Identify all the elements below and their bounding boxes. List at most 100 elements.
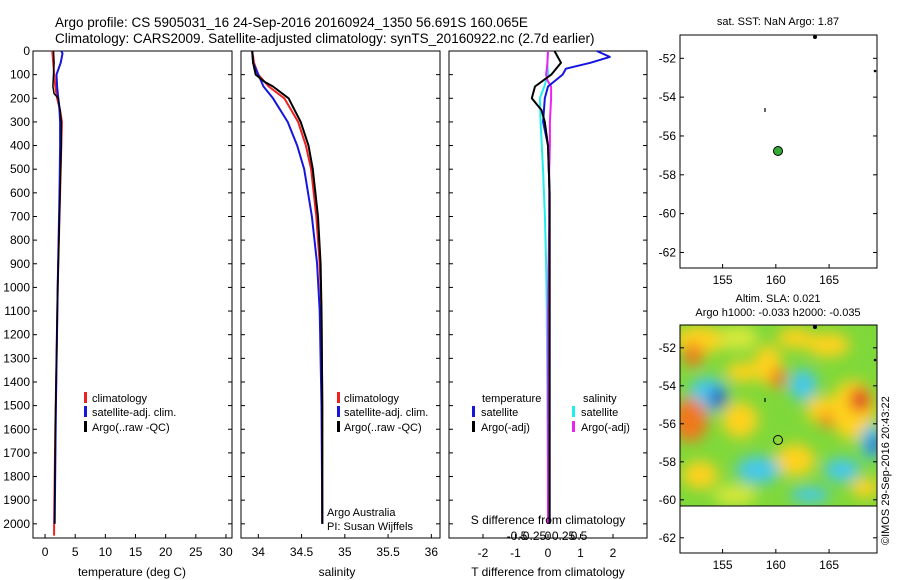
- temperature-profiles: [51, 50, 64, 536]
- lat-tick-label: -52: [659, 51, 677, 65]
- sst-map-title: sat. SST: NaN Argo: 1.87: [717, 16, 839, 28]
- argo-float-marker: [773, 435, 783, 445]
- x-tick-label: 0: [545, 546, 552, 560]
- salinity-x-ticks: 34 34.5 35 35.5 36: [252, 534, 439, 559]
- depth-tick-label: 600: [10, 186, 30, 200]
- depth-tick-label: 300: [10, 115, 30, 129]
- x-tick-label: -1: [510, 546, 521, 560]
- land-speck: [873, 358, 877, 362]
- legend-label-sal-satellite: satellite: [581, 407, 618, 419]
- sla-map-ticks: -52 -54 -56 -58 -60 -62 155 160 165: [659, 341, 877, 572]
- t-difference-label: T difference from climatology: [471, 565, 625, 579]
- sst-map-marks: [764, 35, 877, 156]
- depth-tick-label: 1000: [3, 280, 30, 294]
- legend-swatch-temp-argo: [472, 421, 475, 432]
- legend-swatch-argo: [84, 421, 87, 432]
- s-tick-label: 0.5: [571, 529, 588, 543]
- lon-tick-label: 160: [766, 558, 786, 572]
- temperature-depth-ticks: 0 100 200 300 400 500 600 700 800 900 1000 1100 1200…: [3, 44, 232, 531]
- sst-map-ticks: -52 -54 -56 -58 -60 -62 155 160 165: [659, 51, 877, 287]
- land-speck: [813, 35, 817, 39]
- sla-map-frame: [679, 324, 878, 554]
- salinity-difference-argo-line: [545, 50, 553, 524]
- legend-label-argo: Argo(..raw -QC): [92, 422, 170, 434]
- x-tick-label: 10: [99, 545, 113, 559]
- temperature-panel: 0100200300400500600700800900100011001200…: [3, 44, 233, 579]
- legend-label-climatology: climatology: [92, 393, 148, 405]
- legend-label-sal-argo: Argo(-adj): [581, 422, 630, 434]
- legend-swatch-satellite: [84, 406, 87, 417]
- s-difference-label: S difference from climatology: [471, 513, 626, 527]
- salinity-x-label: salinity: [319, 565, 356, 579]
- series-line-argo-adj-: [530, 50, 562, 524]
- x-tick-label: 34: [252, 545, 266, 559]
- depth-tick-label: 1100: [4, 304, 30, 318]
- credit-line-2: PI: Susan Wijffels: [327, 521, 413, 533]
- sla-map-subtitle: Argo h1000: -0.033 h2000: -0.035: [695, 307, 860, 319]
- sla-heatmap: [680, 325, 877, 506]
- temperature-legend: climatology satellite-adj. clim. Argo(..…: [84, 392, 176, 434]
- header-subtitle: Climatology: CARS2009. Satellite-adjuste…: [55, 31, 595, 46]
- depth-tick-label: 500: [10, 162, 30, 176]
- lat-tick-label: -52: [659, 341, 677, 355]
- legend-label-satellite: satellite-adj. clim.: [344, 407, 428, 419]
- x-tick-label: 20: [159, 545, 173, 559]
- depth-tick-label: 800: [10, 233, 30, 247]
- legend-swatch-argo: [337, 421, 340, 432]
- lon-tick-label: 155: [713, 273, 733, 287]
- depth-tick-label: 100: [10, 68, 30, 82]
- depth-tick-label: 1500: [3, 399, 30, 413]
- header-title: Argo profile: CS 5905031_16 24-Sep-2016 …: [55, 15, 528, 30]
- salinity-plot-frame: [240, 50, 441, 539]
- salinity-legend: climatology satellite-adj. clim. Argo(..…: [337, 392, 428, 434]
- sst-map-panel: sat. SST: NaN Argo: 1.87 -52 -54 -56 -58 -60…: [659, 16, 878, 287]
- lat-tick-label: -54: [659, 90, 677, 104]
- temperature-x-label: temperature (deg C): [78, 565, 186, 579]
- lat-tick-label: -60: [659, 207, 677, 221]
- difference-legend: temperature salinity satellite Argo(-adj…: [472, 393, 630, 434]
- legend-swatch-climatology: [84, 392, 87, 403]
- lat-tick-label: -60: [659, 493, 677, 507]
- lat-tick-label: -58: [659, 168, 677, 182]
- x-tick-label: 5: [72, 545, 79, 559]
- sla-map-panel: Altim. SLA: 0.021 Argo h1000: -0.033 h20…: [659, 293, 878, 572]
- lat-tick-label: -62: [659, 531, 677, 545]
- lon-tick-label: 160: [766, 273, 786, 287]
- credit-line-1: Argo Australia: [327, 507, 396, 519]
- depth-tick-label: 2000: [3, 517, 30, 531]
- x-tick-label: 36: [425, 545, 439, 559]
- lat-tick-label: -56: [659, 417, 677, 431]
- series-line-argo-raw-qc-: [52, 50, 63, 524]
- depth-tick-label: 1400: [3, 375, 30, 389]
- x-tick-label: 30: [219, 545, 233, 559]
- legend-swatch-climatology: [337, 392, 340, 403]
- depth-tick-label: 700: [10, 209, 30, 223]
- legend-swatch-temp-satellite: [472, 406, 475, 417]
- s-tick-label: 0: [545, 529, 552, 543]
- depth-tick-label: 200: [10, 91, 30, 105]
- land-speck: [873, 69, 877, 73]
- legend-title-salinity: salinity: [583, 393, 617, 405]
- land-speck: [813, 325, 817, 329]
- legend-swatch-satellite: [337, 406, 340, 417]
- series-line-satellite-adj-clim-: [251, 50, 324, 524]
- temperature-plot-frame: [32, 50, 233, 539]
- series-line-argo-raw-qc-: [251, 50, 324, 524]
- legend-label-argo: Argo(..raw -QC): [344, 422, 422, 434]
- difference-depth-ticks: [449, 50, 647, 525]
- depth-tick-label: 1200: [3, 328, 30, 342]
- x-tick-label: 15: [129, 545, 143, 559]
- argo-float-marker: [773, 146, 783, 156]
- legend-label-climatology: climatology: [344, 393, 400, 405]
- depth-tick-label: 900: [10, 257, 30, 271]
- salinity-profiles: [251, 50, 324, 524]
- x-tick-label: 25: [189, 545, 203, 559]
- lon-tick-label: 165: [819, 558, 839, 572]
- salinity-panel: 34 34.5 35 35.5 36 salinity climatology sate…: [240, 50, 441, 579]
- lon-tick-label: 155: [713, 558, 733, 572]
- depth-tick-label: 1300: [3, 351, 30, 365]
- depth-tick-label: 1700: [3, 446, 30, 460]
- depth-tick-label: 1900: [3, 493, 30, 507]
- temperature-x-ticks: 0 5 10 15 20 25 30: [42, 534, 233, 559]
- legend-label-satellite: satellite-adj. clim.: [92, 407, 176, 419]
